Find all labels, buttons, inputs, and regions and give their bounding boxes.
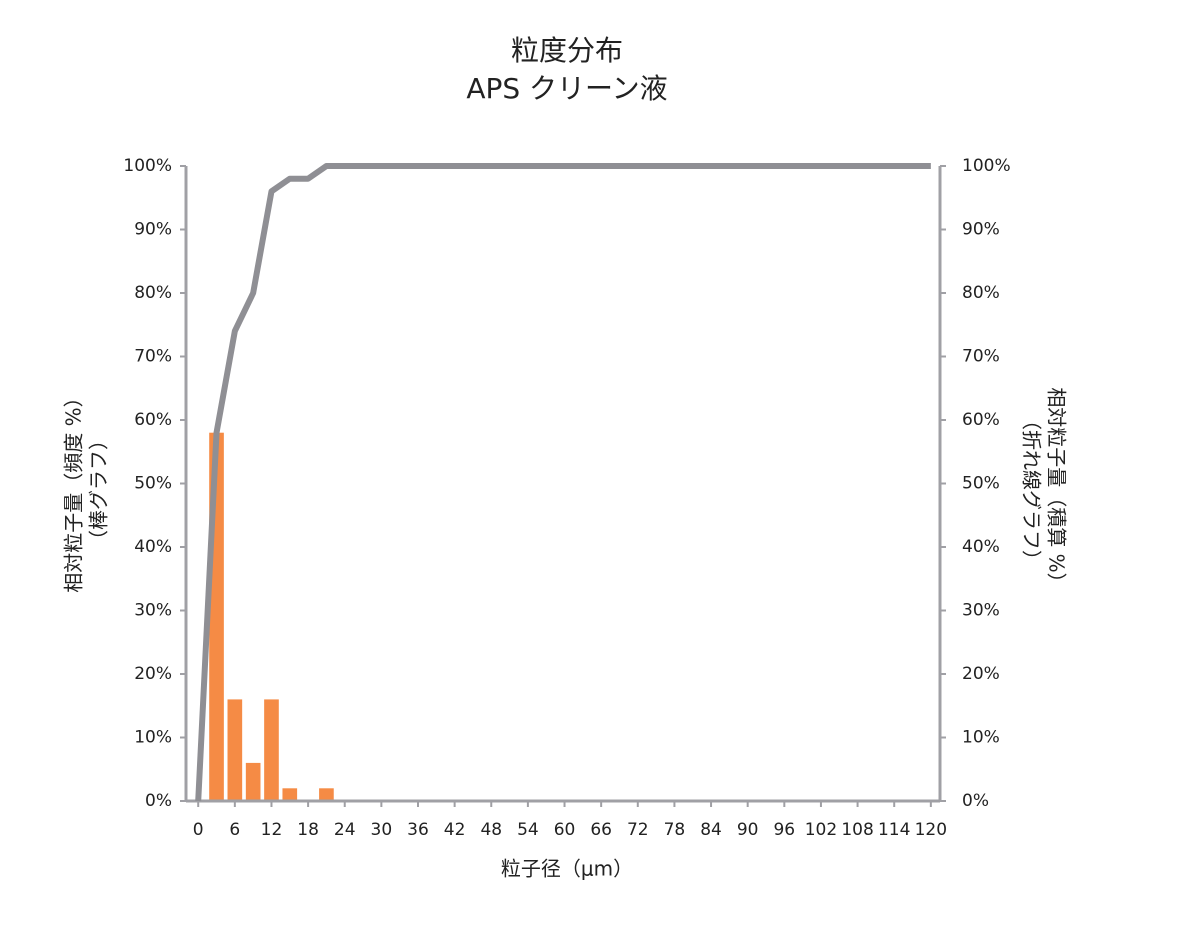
- x-tick-label: 72: [627, 820, 649, 840]
- x-tick-label: 36: [407, 820, 429, 840]
- x-tick-label: 24: [334, 820, 356, 840]
- x-tick-label: 54: [517, 820, 539, 840]
- y2-tick-label: 60%: [962, 410, 1000, 430]
- y-tick-label: 70%: [134, 347, 172, 367]
- y2-tick-label: 90%: [962, 220, 1000, 240]
- x-tick-label: 84: [700, 820, 722, 840]
- y-tick-label: 100%: [123, 156, 172, 176]
- line: [195, 163, 931, 802]
- y2-tick-label: 100%: [962, 156, 1011, 176]
- y2-tick-label: 0%: [962, 791, 989, 811]
- y-axis-title: 相対粒子量（頻度 %）: [62, 387, 86, 592]
- y-tick-label: 90%: [134, 220, 172, 240]
- y2-tick-label: 50%: [962, 474, 1000, 494]
- y2-tick-label: 40%: [962, 537, 1000, 557]
- x-tick-label: 78: [664, 820, 686, 840]
- x-tick-label: 60: [554, 820, 576, 840]
- x-tick-label: 120: [915, 820, 947, 840]
- bar: [245, 762, 261, 801]
- bar: [282, 788, 298, 801]
- y-tick-label: 50%: [134, 474, 172, 494]
- x-tick-label: 12: [261, 820, 283, 840]
- bar: [319, 788, 334, 801]
- y-tick-label: 0%: [145, 791, 172, 811]
- x-tick-label: 108: [841, 820, 873, 840]
- y2-tick-label: 70%: [962, 347, 1000, 367]
- y-tick-label: 40%: [134, 537, 172, 557]
- bar: [227, 699, 243, 801]
- x-tick-label: 42: [444, 820, 466, 840]
- x-tick-label: 18: [297, 820, 319, 840]
- x-tick-label: 114: [878, 820, 910, 840]
- x-tick-label: 96: [773, 820, 795, 840]
- x-tick-label: 48: [480, 820, 502, 840]
- x-tick-label: 90: [737, 820, 759, 840]
- y-tick-label: 80%: [134, 283, 172, 303]
- y-tick-label: 60%: [134, 410, 172, 430]
- y2-tick-label: 20%: [962, 664, 1000, 684]
- x-tick-label: 102: [805, 820, 837, 840]
- x-tick-label: 66: [590, 820, 612, 840]
- x-tick-label: 6: [229, 820, 240, 840]
- y2-tick-label: 10%: [962, 728, 1000, 748]
- x-tick-label: 30: [371, 820, 393, 840]
- bar: [264, 699, 279, 801]
- y-tick-label: 30%: [134, 601, 172, 621]
- chart-title: 粒度分布: [511, 34, 623, 67]
- y2-tick-label: 80%: [962, 283, 1000, 303]
- y2-axis-title: （折れ線グラフ）: [1020, 410, 1044, 570]
- y-tick-label: 20%: [134, 664, 172, 684]
- y-axis-title: （棒グラフ）: [87, 430, 111, 550]
- x-tick-label: 0: [193, 820, 204, 840]
- y2-tick-label: 30%: [962, 601, 1000, 621]
- x-axis-title: 粒子径（μm）: [501, 857, 633, 881]
- chart-title: APS クリーン液: [466, 72, 667, 105]
- y2-axis-title: 相対粒子量（積算 %）: [1045, 387, 1069, 592]
- y-tick-label: 10%: [134, 728, 172, 748]
